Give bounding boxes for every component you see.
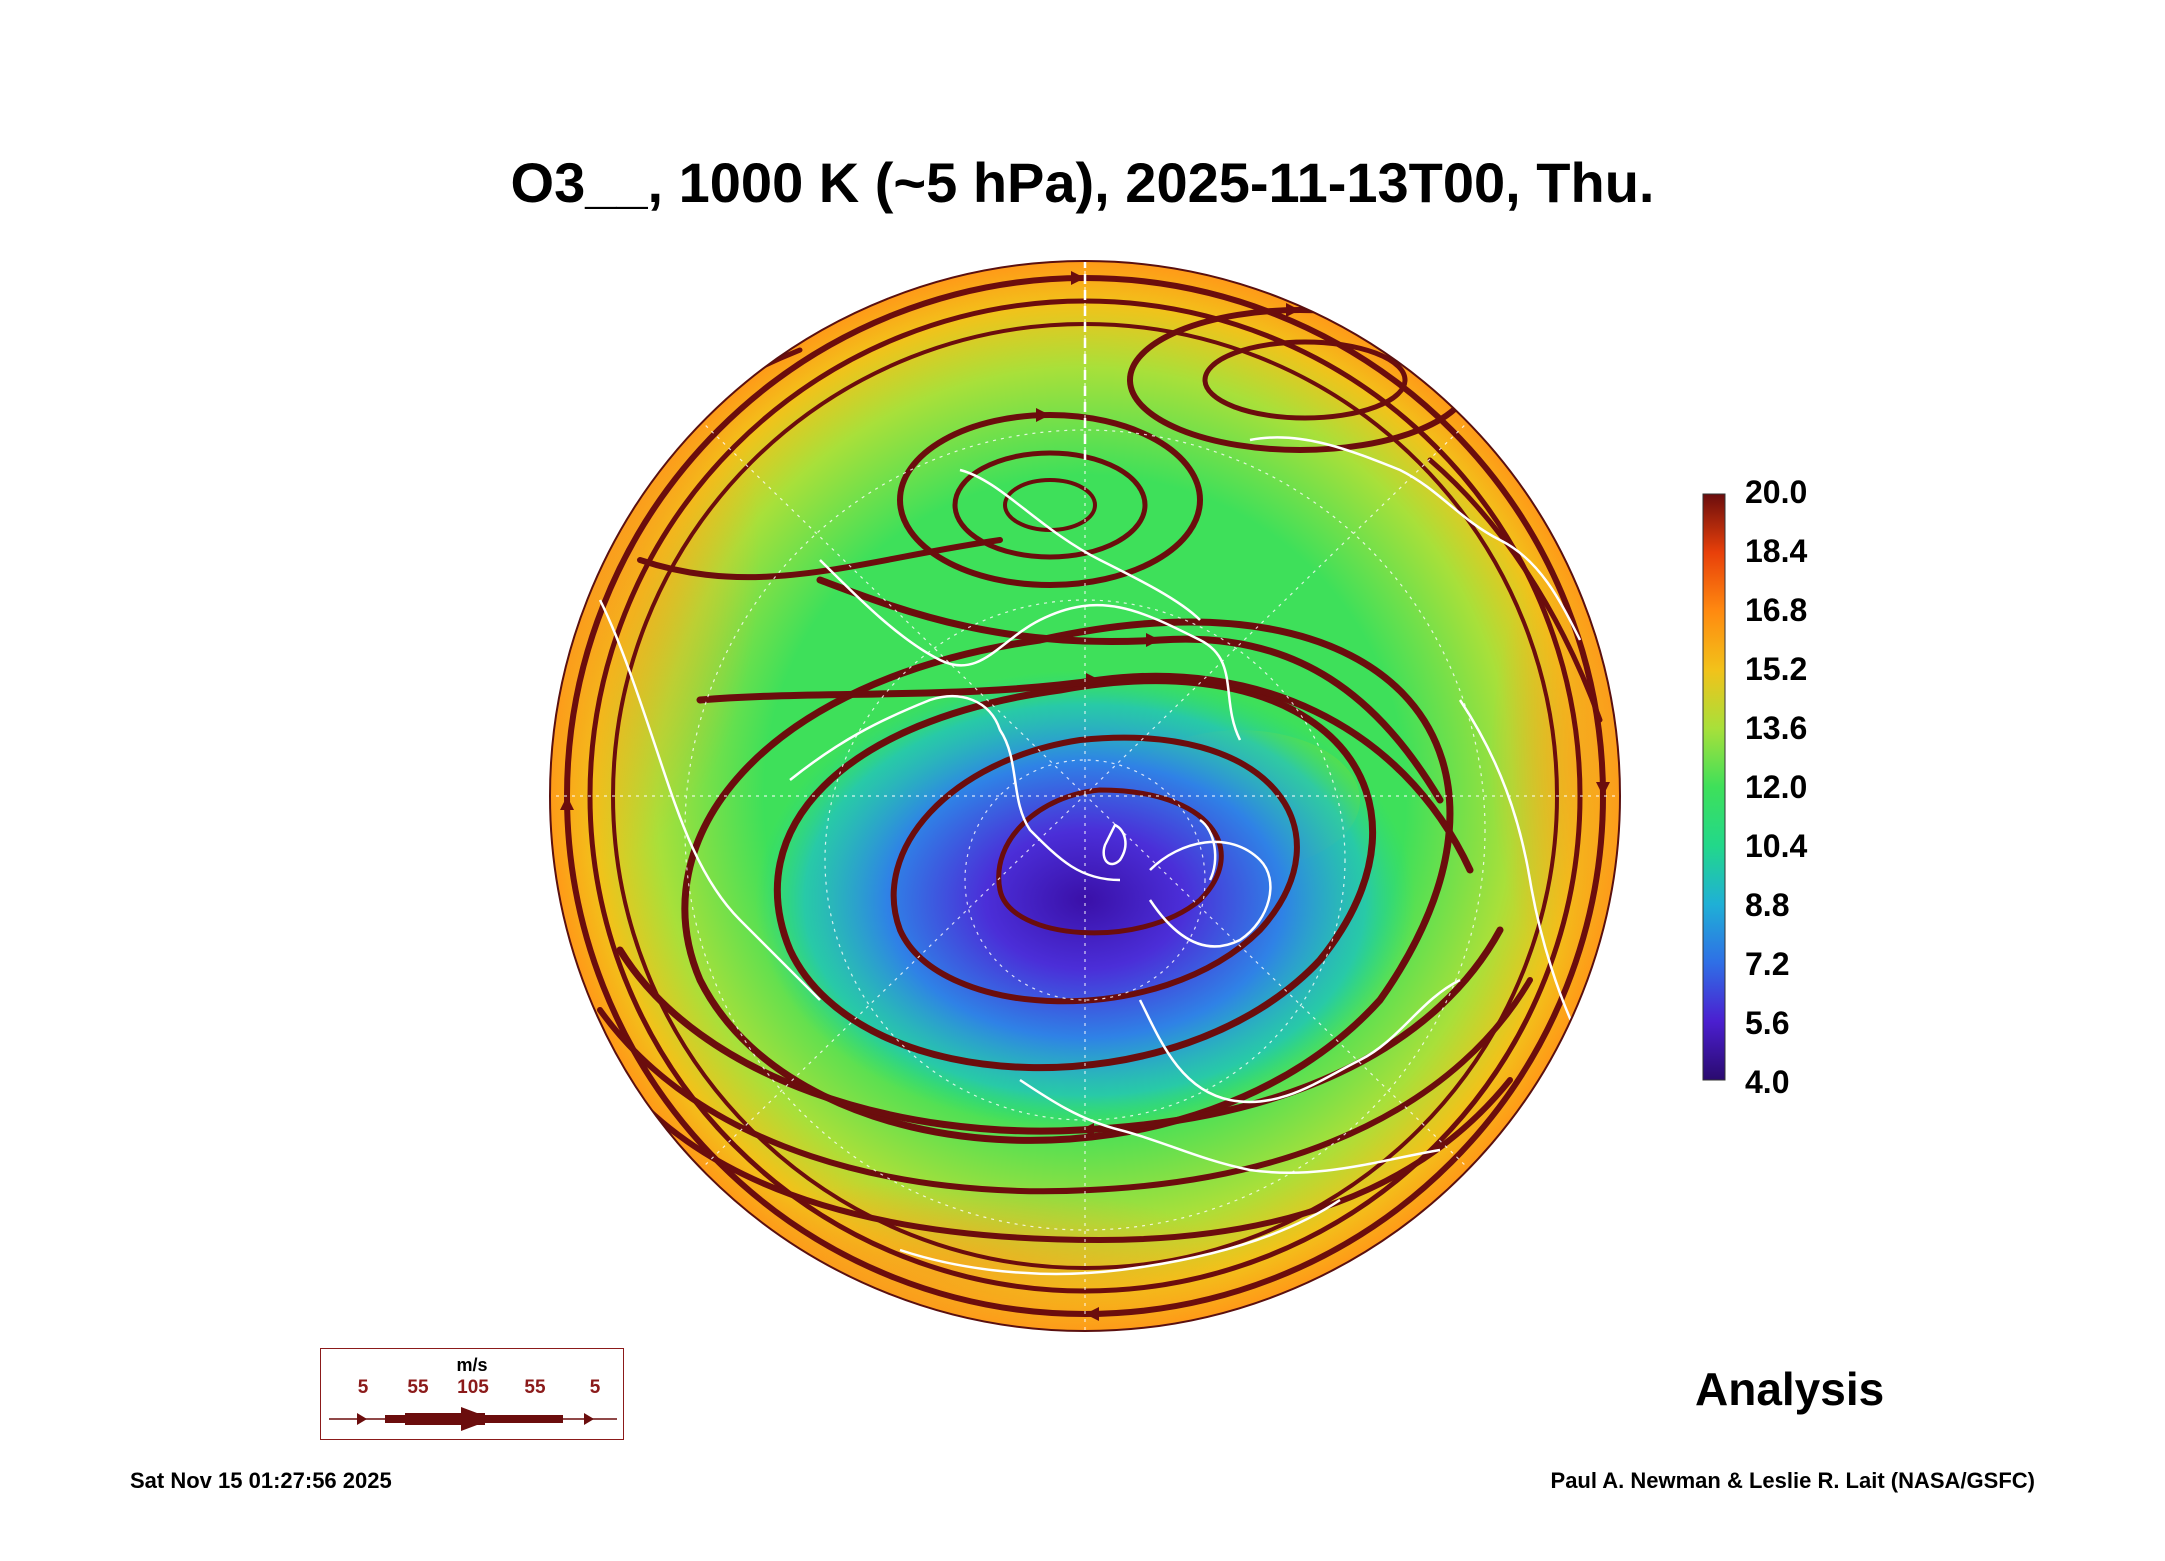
streamline	[1202, 339, 1408, 421]
colorbar-label: 8.8	[1745, 887, 1790, 923]
streamline	[816, 576, 1444, 804]
flow-arrow	[1085, 1307, 1099, 1321]
flow-arrow	[1036, 408, 1050, 422]
coastline	[819, 559, 1242, 741]
colorbar-label: 7.2	[1745, 946, 1790, 982]
timestamp: Sat Nov 15 01:27:56 2025	[130, 1468, 392, 1493]
coastlines	[598, 436, 1582, 1276]
streamline	[773, 677, 1376, 1072]
wind-legend-unit: m/s	[456, 1355, 488, 1375]
coastline	[1249, 436, 1582, 641]
flow-arrow	[560, 796, 574, 810]
analysis-label: Analysis	[1695, 1363, 1885, 1415]
streamline	[681, 618, 1454, 1144]
flow-arrows	[560, 271, 1610, 1321]
flow-arrow	[1596, 782, 1610, 796]
colorbar-label: 16.8	[1745, 592, 1808, 628]
coastline	[1102, 823, 1127, 866]
coastline	[1019, 1078, 1441, 1174]
flow-arrow	[1080, 1123, 1094, 1137]
colorbar-label: 15.2	[1745, 651, 1808, 687]
streamline	[616, 926, 1504, 1135]
coastline	[789, 695, 1121, 882]
streamline	[696, 672, 1474, 874]
coastline	[899, 1198, 1341, 1276]
wind-legend-tick: 5	[357, 1377, 369, 1398]
colorbar-label: 12.0	[1745, 769, 1808, 805]
colorbar-label: 18.4	[1745, 533, 1808, 569]
ozone-field	[550, 261, 1620, 1331]
colorbar	[1702, 493, 1726, 1081]
colorbar-label: 20.0	[1745, 474, 1808, 510]
wind-legend-tick: 5	[589, 1377, 601, 1398]
streamline	[1427, 457, 1603, 723]
flow-arrow	[1146, 633, 1160, 647]
colorbar-label: 13.6	[1745, 710, 1808, 746]
streamline	[597, 977, 1533, 1195]
coastline	[1458, 699, 1582, 1041]
wind-speed-legend: m/s 5 55 105 55 5	[320, 1348, 624, 1440]
coastline	[959, 468, 1201, 621]
globe-outline	[549, 260, 1621, 1332]
coastline	[598, 599, 821, 1001]
streamline	[996, 787, 1224, 936]
streamline	[952, 450, 1148, 560]
flow-arrow	[1086, 673, 1100, 687]
flow-arrow	[1286, 303, 1300, 317]
wind-legend-tick: 55	[407, 1377, 429, 1398]
coastline	[1199, 818, 1217, 881]
colorbar-label: 5.6	[1745, 1005, 1790, 1041]
wind-legend-tick: 105	[457, 1377, 489, 1398]
colorbar-label: 4.0	[1745, 1064, 1790, 1100]
coastline	[1138, 978, 1461, 1104]
flow-arrow	[1071, 271, 1085, 285]
map-title: O3__, 1000 K (~5 hPa), 2025-11-13T00, Th…	[510, 151, 1655, 214]
credit: Paul A. Newman & Leslie R. Lait (NASA/GS…	[1550, 1468, 2035, 1493]
wind-legend-arrow	[329, 1407, 617, 1431]
wind-legend-tick: 55	[524, 1377, 546, 1398]
streamline	[617, 1077, 1513, 1244]
colorbar-label: 10.4	[1745, 828, 1808, 864]
coastline	[1148, 840, 1272, 948]
streamline	[637, 537, 1003, 581]
